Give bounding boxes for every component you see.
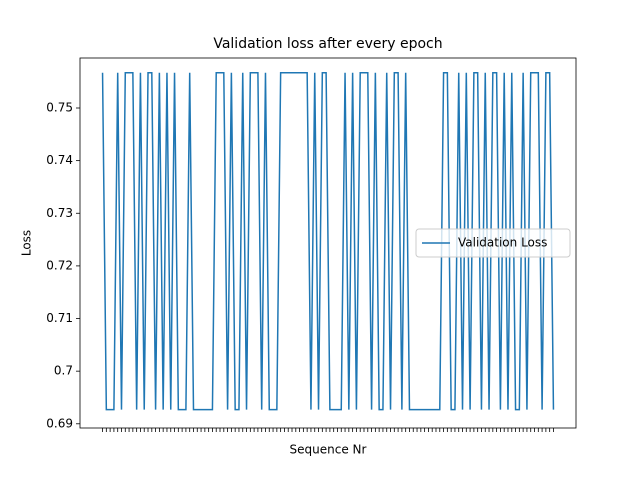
- y-axis-label: Loss: [20, 230, 34, 256]
- legend-label: Validation Loss: [458, 236, 547, 250]
- y-tick-label: 0.72: [46, 258, 73, 272]
- y-tick-label: 0.73: [46, 206, 73, 220]
- axes-frame: [79, 57, 577, 429]
- y-tick-label: 0.7: [54, 364, 73, 378]
- chart-title: Validation loss after every epoch: [213, 36, 442, 52]
- x-axis-label: Sequence Nr: [290, 443, 367, 457]
- y-tick-label: 0.71: [46, 311, 73, 325]
- legend-box: [415, 228, 571, 258]
- y-tick-label: 0.75: [46, 101, 73, 115]
- y-tick-label: 0.69: [46, 416, 73, 430]
- line: [101, 71, 555, 411]
- y-tick-label: 0.74: [46, 153, 73, 167]
